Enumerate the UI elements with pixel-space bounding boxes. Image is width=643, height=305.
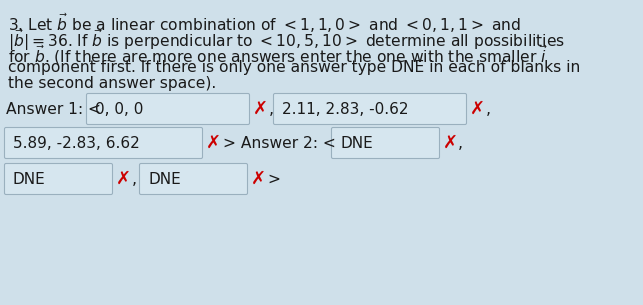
Text: ✗: ✗ bbox=[469, 100, 485, 118]
Text: 5.89, -2.83, 6.62: 5.89, -2.83, 6.62 bbox=[13, 135, 140, 150]
Text: $|\vec{b}| = 36$. If $\vec{b}$ is perpendicular to $< 10, 5, 10 >$ determine all: $|\vec{b}| = 36$. If $\vec{b}$ is perpen… bbox=[8, 28, 565, 53]
FancyBboxPatch shape bbox=[332, 127, 440, 159]
Text: DNE: DNE bbox=[340, 135, 373, 150]
Text: ,: , bbox=[132, 171, 137, 186]
Text: 3. Let $\vec{b}$ be a linear combination of $< 1, 1, 0 >$ and $< 0, 1, 1 >$ and: 3. Let $\vec{b}$ be a linear combination… bbox=[8, 12, 521, 35]
Text: the second answer space).: the second answer space). bbox=[8, 76, 216, 91]
Text: ✗: ✗ bbox=[205, 134, 221, 152]
Text: DNE: DNE bbox=[148, 171, 181, 186]
Text: ✗: ✗ bbox=[116, 170, 131, 188]
Text: ✗: ✗ bbox=[253, 100, 267, 118]
Text: DNE: DNE bbox=[13, 171, 46, 186]
Text: 2.11, 2.83, -0.62: 2.11, 2.83, -0.62 bbox=[282, 102, 408, 117]
Text: ,: , bbox=[269, 102, 274, 117]
FancyBboxPatch shape bbox=[140, 163, 248, 195]
Text: ✗: ✗ bbox=[442, 134, 458, 152]
Text: ✗: ✗ bbox=[250, 170, 266, 188]
Text: Answer 1: <: Answer 1: < bbox=[6, 102, 101, 117]
Text: 0, 0, 0: 0, 0, 0 bbox=[95, 102, 143, 117]
Text: component first. If there is only one answer type DNE in each of blanks in: component first. If there is only one an… bbox=[8, 60, 581, 75]
FancyBboxPatch shape bbox=[273, 94, 467, 124]
FancyBboxPatch shape bbox=[5, 127, 203, 159]
Text: ,: , bbox=[486, 102, 491, 117]
FancyBboxPatch shape bbox=[5, 163, 113, 195]
Text: ,: , bbox=[458, 135, 463, 150]
FancyBboxPatch shape bbox=[87, 94, 249, 124]
Text: >: > bbox=[267, 171, 280, 186]
Text: > Answer 2: <: > Answer 2: < bbox=[223, 135, 336, 150]
Text: for $\vec{b}$. (If there are more one answers enter the one with the smaller $\v: for $\vec{b}$. (If there are more one an… bbox=[8, 44, 548, 67]
